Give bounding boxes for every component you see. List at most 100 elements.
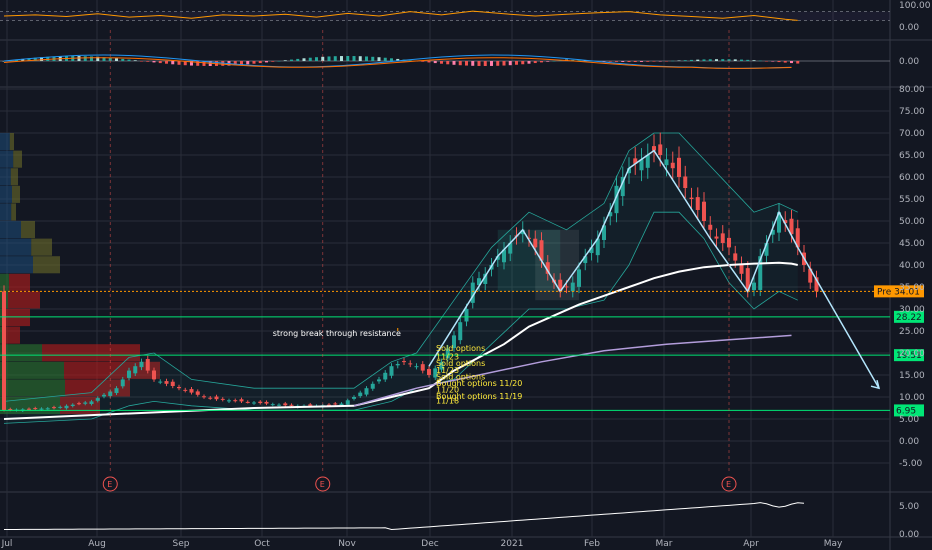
earnings-label: E [320, 480, 325, 489]
candle [177, 386, 181, 389]
macd-histogram-bar [171, 61, 175, 65]
volume-profile-bar-up [0, 150, 14, 168]
earnings-marker [102, 476, 118, 492]
candle [483, 273, 488, 284]
macd-histogram-bar [265, 61, 268, 63]
macd-histogram-bar [396, 58, 400, 61]
candle [558, 279, 563, 292]
support-tag-label: 28.22 [896, 313, 922, 323]
macd-histogram-bar [458, 61, 462, 66]
candle [602, 225, 606, 240]
candle [677, 157, 681, 177]
candle [83, 402, 88, 404]
candle [652, 146, 656, 151]
candle [414, 366, 419, 368]
candle [589, 247, 594, 254]
macd-histogram-bar [152, 61, 156, 63]
candle [139, 361, 144, 368]
candle [27, 408, 31, 410]
bollinger-fill [4, 133, 798, 424]
macd-histogram-bar [621, 61, 625, 62]
candle [358, 392, 363, 397]
macd-histogram-bar [40, 57, 43, 61]
candle [658, 144, 663, 155]
options-label: Sold options [436, 344, 485, 353]
macd-histogram-bar [640, 61, 643, 62]
macd-histogram-bar [252, 61, 256, 64]
macd-histogram-bar [683, 60, 687, 61]
x-tick-label: Apr [743, 539, 759, 549]
macd-histogram-bar [608, 61, 612, 62]
candle [8, 408, 13, 410]
candle [214, 396, 219, 400]
macd-histogram-bar [121, 58, 125, 61]
sma-long-line [3, 261, 798, 420]
earnings-marker [315, 476, 331, 492]
candle [564, 286, 569, 288]
volume-profile-bar-down [65, 379, 130, 397]
rsi-tick-label: 0.00 [899, 23, 919, 33]
macd-histogram-bar [127, 59, 131, 61]
macd-histogram-bar [308, 57, 312, 61]
macd-histogram-bar [383, 57, 387, 61]
volume-profile-bar-up [0, 203, 12, 221]
candle [595, 238, 600, 256]
candle [345, 400, 350, 405]
candle [239, 399, 244, 402]
price-tick-label: 5.00 [899, 415, 919, 425]
support-level-tag: 19.51 [894, 349, 924, 362]
candle [202, 396, 206, 398]
macd-histogram-bar [277, 60, 281, 62]
current-price-bg [874, 285, 924, 298]
candle [502, 249, 506, 263]
x-tick-label: Dec [421, 539, 438, 549]
candle [64, 405, 69, 409]
earnings-marker [721, 476, 737, 492]
candle [95, 398, 100, 401]
macd-histogram-bar [440, 61, 443, 64]
options-label: 11/18 [436, 397, 459, 406]
price-tick-label: 75.00 [899, 107, 925, 117]
macd-histogram-bar [571, 59, 575, 61]
macd-histogram-bar [483, 61, 487, 66]
candle [664, 159, 669, 166]
macd-histogram-bar [733, 59, 737, 61]
volume-profile-bar-up [0, 344, 42, 362]
x-tick-label: Aug [88, 539, 106, 549]
macd-histogram-bar [371, 56, 375, 61]
candle [639, 159, 644, 171]
macd-histogram-bar [102, 57, 106, 61]
volume-profile-bar-down [9, 273, 30, 291]
x-tick-label: Nov [338, 539, 356, 549]
macd-tick-label: 0.00 [899, 57, 919, 67]
candle [533, 238, 538, 248]
volume-profile-bar-up [0, 256, 33, 274]
candle [52, 407, 56, 409]
candle [289, 404, 294, 406]
candle [670, 162, 675, 169]
candle [427, 369, 431, 375]
macd-histogram-bar [290, 59, 293, 61]
macd-histogram-bar [271, 61, 275, 62]
candle [283, 403, 288, 406]
volume-profile-bar-up [0, 238, 32, 256]
macd-histogram-bar [633, 61, 637, 63]
x-tick-label: Mar [656, 539, 673, 549]
candle [614, 185, 619, 214]
candle [327, 404, 331, 406]
candle [814, 277, 819, 292]
candle [220, 398, 225, 400]
rsi-line [3, 10, 798, 21]
macd-histogram-bar [465, 61, 468, 66]
macd-histogram-bar [602, 61, 606, 62]
volume-profile-bar-up [0, 361, 64, 379]
price-tick-label: 30.00 [899, 305, 925, 315]
macd-histogram-bar [21, 58, 25, 61]
macd-histogram-bar [515, 61, 518, 65]
candle [352, 397, 356, 399]
macd-histogram-bar [708, 59, 712, 61]
macd-histogram-bar [671, 60, 675, 62]
macd-histogram-bar [771, 61, 775, 62]
x-tick-label: Feb [584, 539, 600, 549]
